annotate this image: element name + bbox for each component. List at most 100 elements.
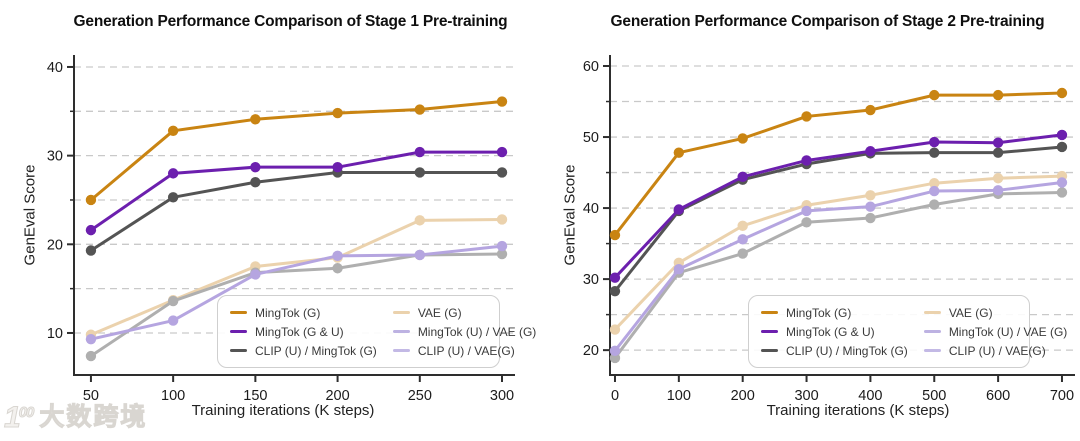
- legend-swatch: [923, 311, 941, 314]
- data-point: [865, 201, 876, 212]
- legend-item: MingTok (U) / VAE (G): [923, 325, 1067, 339]
- data-point: [332, 263, 343, 274]
- data-point: [737, 133, 748, 144]
- data-point: [992, 185, 1004, 196]
- y-tick-label: 30: [583, 272, 599, 288]
- data-point: [496, 240, 508, 252]
- data-point: [496, 248, 508, 260]
- legend-label: CLIP (U) / MingTok (G): [255, 343, 377, 358]
- data-point: [1056, 129, 1068, 141]
- series-line: [89, 100, 504, 202]
- legend-swatch: [392, 311, 410, 314]
- data-point: [865, 212, 876, 224]
- y-tick-label: 30: [47, 149, 63, 165]
- data-point: [167, 125, 179, 137]
- series-line: [89, 217, 504, 337]
- data-point: [673, 204, 685, 215]
- legend-label: MingTok (G & U): [255, 324, 344, 339]
- legend-item: VAE (G): [923, 306, 1067, 320]
- data-point: [865, 190, 876, 201]
- data-point: [609, 229, 621, 241]
- legend-swatch: [230, 311, 247, 314]
- data-point: [992, 173, 1004, 184]
- data-point: [85, 194, 97, 206]
- data-point: [250, 177, 261, 188]
- legend-swatch: [392, 330, 410, 333]
- data-point: [609, 324, 621, 335]
- data-point: [801, 111, 812, 122]
- chart-title: Generation Performance Comparison of Sta…: [610, 13, 1045, 30]
- legend-swatch: [230, 330, 247, 333]
- y-tick-label: 10: [47, 326, 63, 342]
- legend-swatch: [923, 349, 941, 352]
- legend-label: MingTok (G): [786, 305, 852, 320]
- data-point: [250, 161, 261, 173]
- legend-label: VAE (G): [417, 305, 462, 320]
- data-point: [929, 178, 940, 189]
- data-point: [801, 217, 812, 228]
- data-point: [332, 250, 343, 262]
- data-point: [673, 147, 685, 158]
- series-line: [89, 150, 504, 232]
- data-point: [85, 245, 97, 256]
- stage1-chart: Generation Performance Comparison of Sta…: [22, 13, 537, 419]
- data-point: [332, 107, 343, 119]
- series-line: [89, 170, 504, 253]
- data-point: [1056, 177, 1068, 188]
- data-point: [496, 146, 508, 158]
- series-line: [89, 244, 504, 341]
- data-point: [250, 114, 261, 125]
- legend-swatch: [923, 330, 941, 333]
- series-line: [613, 181, 1064, 353]
- data-point: [1056, 187, 1068, 198]
- data-point: [85, 224, 97, 236]
- data-point: [1056, 87, 1068, 99]
- data-point: [737, 171, 748, 183]
- data-point: [414, 215, 425, 226]
- x-tick-label: 100: [667, 388, 691, 404]
- x-tick-label: 300: [794, 388, 818, 404]
- data-point: [414, 146, 425, 158]
- data-point: [167, 295, 179, 307]
- data-point: [414, 104, 425, 115]
- x-tick-label: 500: [922, 388, 946, 404]
- data-point: [167, 315, 179, 326]
- y-tick-label: 40: [583, 201, 599, 217]
- data-point: [332, 161, 343, 173]
- y-tick-label: 60: [583, 59, 599, 75]
- data-point: [85, 333, 97, 345]
- x-tick-label: 50: [83, 388, 99, 404]
- data-point: [1056, 141, 1068, 153]
- data-point: [496, 214, 508, 225]
- y-tick-label: 40: [47, 60, 63, 76]
- data-point: [673, 263, 685, 275]
- legend: MingTok (G) MingTok (G & U) CLIP (U) / Min…: [748, 295, 1067, 368]
- watermark-text: 大数跨境: [39, 403, 148, 432]
- x-tick-label: 0: [611, 388, 619, 404]
- legend-label: MingTok (G): [255, 305, 321, 320]
- stage1-plot-area: 10 20 30 40 50 100 150 200 250 300: [47, 55, 515, 404]
- data-point: [609, 345, 621, 357]
- x-tick-label: 100: [161, 388, 185, 404]
- data-point: [929, 89, 940, 101]
- data-point: [992, 147, 1004, 158]
- x-tick-label: 300: [490, 388, 514, 404]
- legend-swatch: [230, 349, 247, 352]
- data-point: [496, 167, 508, 178]
- legend-item: CLIP (U) / MingTok (G): [230, 344, 377, 358]
- x-tick-label: 200: [325, 388, 349, 404]
- series-line: [613, 190, 1064, 360]
- data-point: [865, 146, 876, 157]
- data-point: [737, 220, 748, 232]
- data-point: [801, 205, 812, 217]
- x-tick-label: 600: [986, 388, 1010, 404]
- data-point: [737, 248, 748, 259]
- legend-label: CLIP (U) / MingTok (G): [786, 343, 908, 358]
- legend-label: MingTok (G & U): [786, 324, 875, 339]
- x-tick-label: 250: [408, 388, 432, 404]
- data-point: [414, 249, 425, 261]
- data-point: [865, 104, 876, 116]
- chart-title: Generation Performance Comparison of Sta…: [73, 13, 508, 30]
